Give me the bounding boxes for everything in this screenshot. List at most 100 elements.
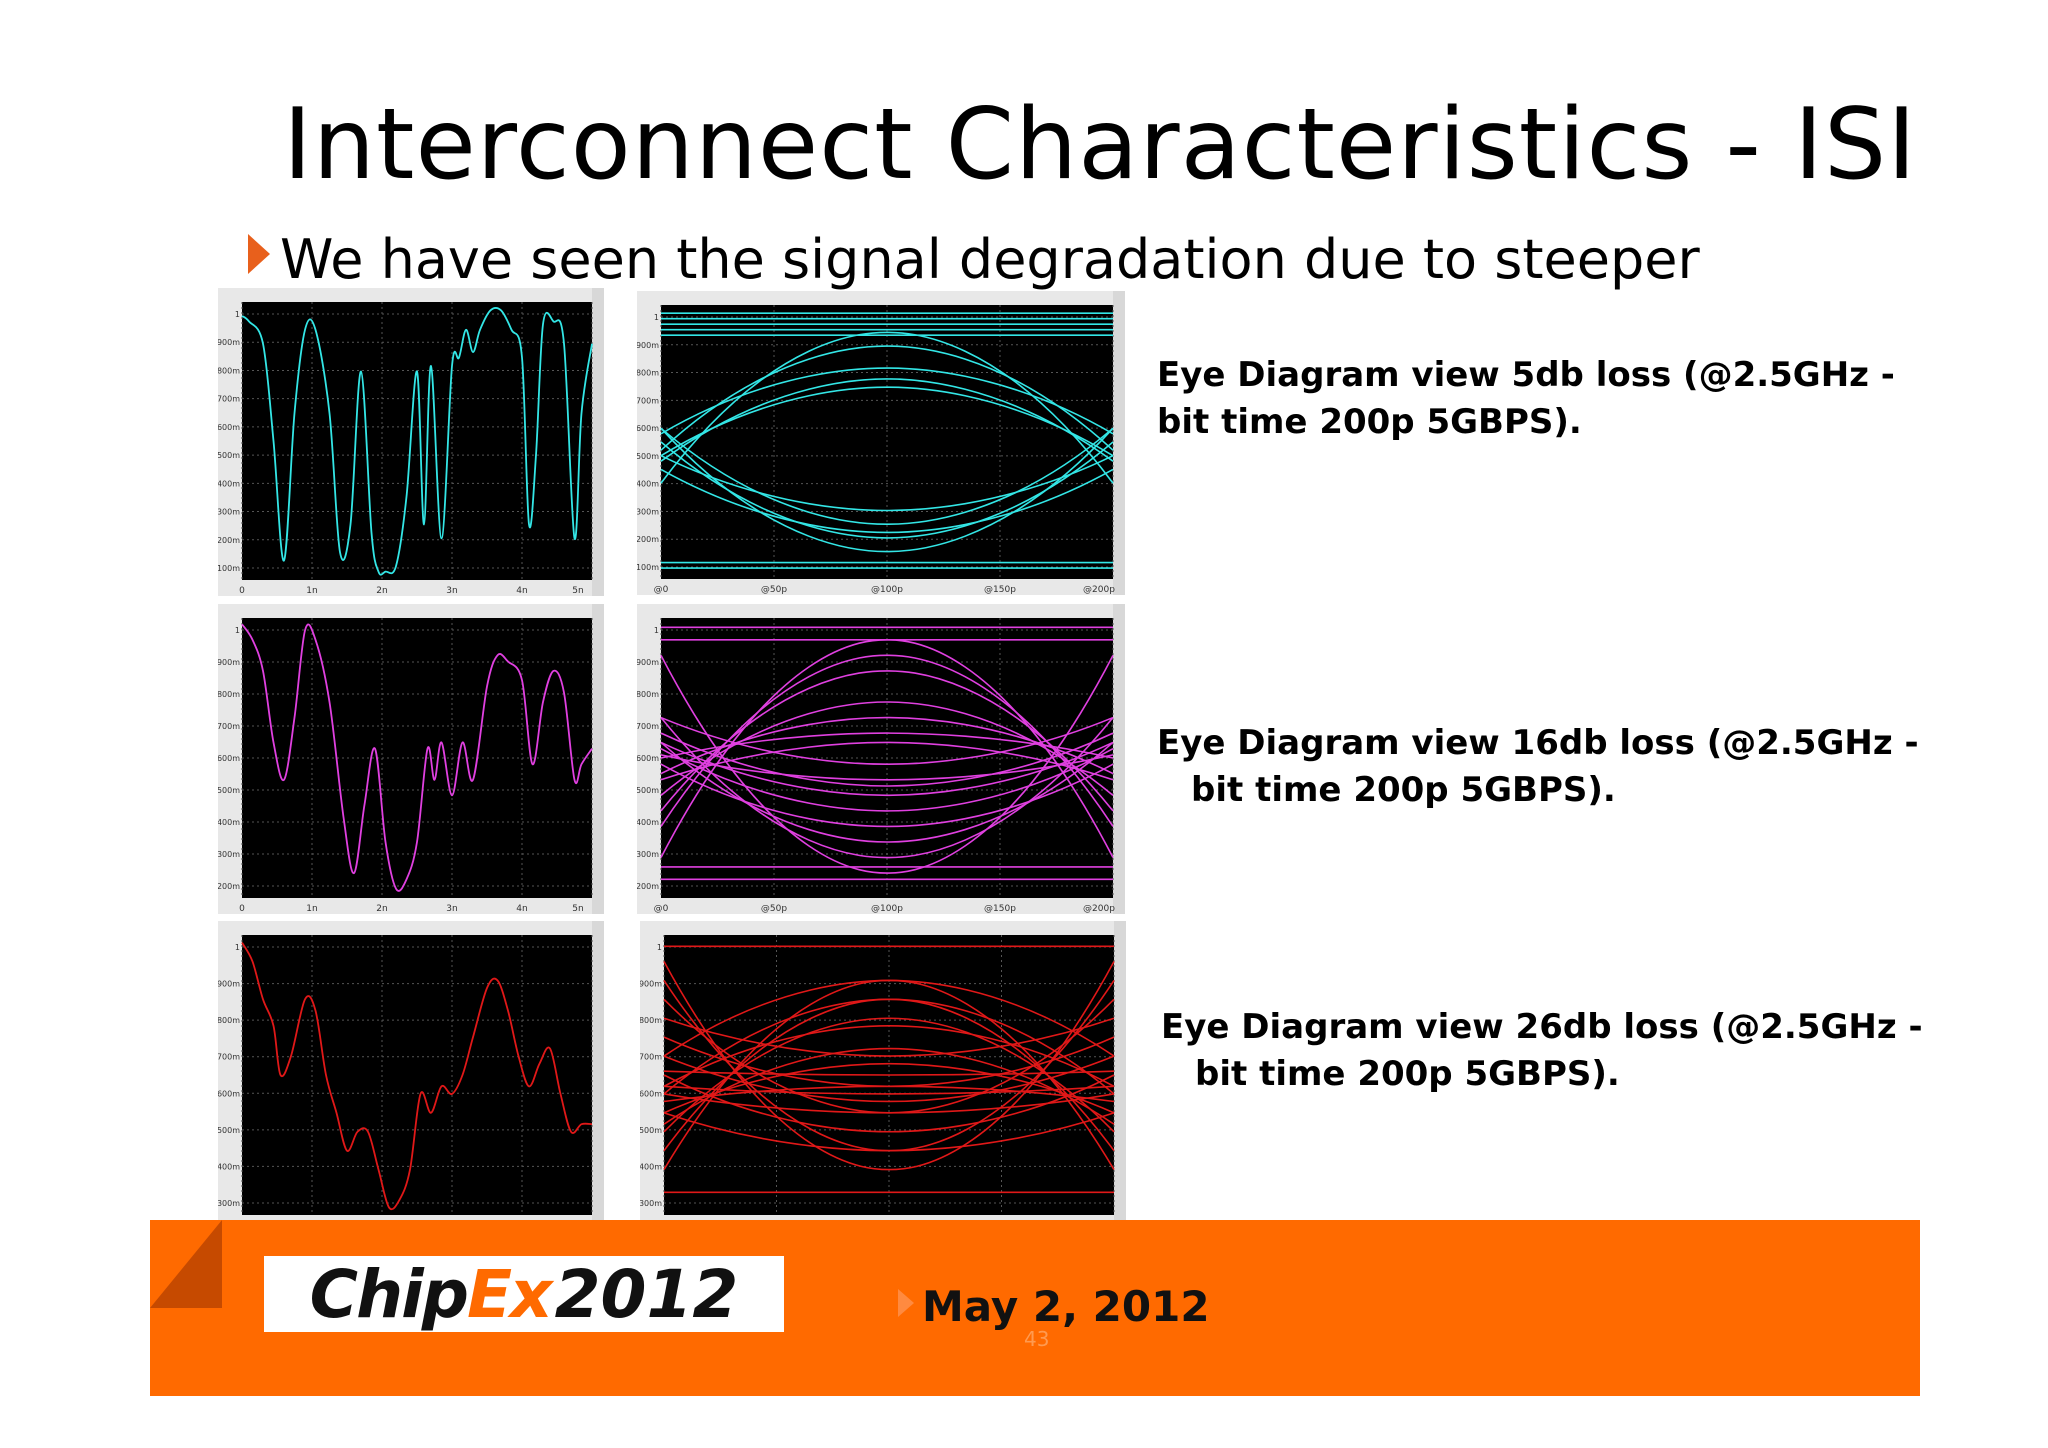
waveform-16db: 0 1n 2n 3n 4n 5n 1 900m 800m 700m 600m 500m 400m 300m… (218, 604, 604, 914)
chart4-eye-trace (660, 754, 1114, 781)
chart1-scroll-strip (592, 604, 604, 914)
chart2-ytick-label: 800m (218, 1016, 240, 1025)
caption-26db: Eye Diagram view 26db loss (@2.5GHz - bi… (1161, 1004, 1923, 1098)
footer-fold (150, 1220, 222, 1308)
chart5-left-strip (640, 921, 664, 1231)
chart2-ytick-label: 300m (218, 1199, 240, 1208)
chart1-xtick-label: 1n (306, 904, 317, 914)
chart5-eye-trace (663, 1074, 1115, 1133)
chart0-xtick-label: 1n (306, 586, 317, 596)
chart1-left-strip (218, 604, 242, 914)
chart0-ytick-label: 600m (218, 423, 240, 432)
chart5-eye-trace (663, 1062, 1115, 1114)
chart4-xtick-label: @150p (984, 904, 1016, 914)
chart2-ytick-label: 1 (235, 943, 240, 952)
chart5-ytick-label: 400m (640, 1162, 662, 1171)
chart3-bottom-strip (637, 579, 1125, 595)
chart2-left-strip (218, 921, 242, 1231)
chart2-ytick-label: 900m (218, 980, 240, 989)
chart1-top-strip (218, 604, 604, 618)
chart0-left-strip (218, 288, 242, 596)
chart0-ytick-label: 400m (218, 479, 240, 488)
chart1-xtick-label: 0 (239, 904, 245, 914)
chart2-ytick-label: 400m (218, 1162, 240, 1171)
chart5-ytick-label: 900m (640, 980, 662, 989)
chart3-ytick-label: 200m (637, 535, 659, 544)
waveform-5db: 0 1n 2n 3n 4n 5n 1 900m 800m 700m 600m 500m 400m 300m… (218, 288, 604, 596)
chart3-scroll-strip (1113, 291, 1125, 595)
chart1-series-line (241, 623, 593, 892)
chart5-eye-trace (663, 1025, 1115, 1088)
chart3-ytick-label: 500m (637, 452, 659, 461)
logo-chip-text: Chip (309, 1255, 469, 1333)
chart3-ytick-label: 900m (637, 341, 659, 350)
chart4-scroll-strip (1113, 604, 1125, 914)
chart4-eye-trace (660, 717, 1114, 859)
chart4-top-strip (637, 604, 1125, 618)
chart4-ytick-label: 300m (637, 850, 659, 859)
chart3-ytick-label: 700m (637, 396, 659, 405)
chart1-xtick-label: 5n (572, 904, 583, 914)
chart4-eye-trace (660, 763, 1114, 828)
eye-diagram-26db-plot: @0@50p@100p@150p@200p1900m800m700m600m50… (640, 921, 1126, 1231)
chart5-eye-trace (663, 1017, 1115, 1133)
logo-year-text: 2012 (554, 1255, 739, 1333)
chart0-top-strip (218, 288, 604, 302)
chart3-ytick-label: 1 (654, 313, 659, 322)
chart0-ytick-label: 200m (218, 536, 240, 545)
eye-diagram-16db-plot: @0 @50p @100p @150p @200p 1 900m 800m 700m 600m 50… (637, 604, 1125, 914)
chart1-ytick-label: 800m (218, 690, 240, 699)
chart2-top-strip (218, 921, 604, 935)
caption-26db-line2: bit time 200p 5GBPS). (1195, 1054, 1620, 1094)
waveform-16db-plot: 0 1n 2n 3n 4n 5n 1 900m 800m 700m 600m 500m 400m 300m… (218, 604, 604, 914)
caption-26db-line1: Eye Diagram view 26db loss (@2.5GHz - (1161, 1007, 1923, 1047)
chart1-bottom-strip (218, 898, 604, 914)
waveform-5db-plot: 0 1n 2n 3n 4n 5n 1 900m 800m 700m 600m 500m 400m 300m… (218, 288, 604, 596)
chart4-xtick-label: @0 (654, 904, 669, 914)
chart5-eye-trace (663, 998, 1115, 1095)
chart4-ytick-label: 700m (637, 722, 659, 731)
chart1-ytick-label: 700m (218, 722, 240, 731)
chart4-ytick-label: 200m (637, 882, 659, 891)
chart1-xtick-label: 3n (446, 904, 457, 914)
chart4-ytick-label: 900m (637, 658, 659, 667)
chart3-xtick-label: @0 (654, 585, 669, 595)
slide-title: Interconnect Characteristics - ISI (283, 88, 1918, 202)
chart0-ytick-label: 900m (218, 338, 240, 347)
chart5-ytick-label: 800m (640, 1016, 662, 1025)
caption-5db: Eye Diagram view 5db loss (@2.5GHz - bit… (1157, 352, 1895, 446)
chart3-xtick-label: @50p (761, 585, 787, 595)
chart4-ytick-label: 1 (654, 626, 659, 635)
caption-16db-line1: Eye Diagram view 16db loss (@2.5GHz - (1157, 723, 1919, 763)
chart2-ytick-label: 500m (218, 1126, 240, 1135)
chart3-ytick-label: 800m (637, 369, 659, 378)
chart3-eye-trace (660, 331, 1114, 484)
chart3-eye-trace (660, 367, 1114, 435)
chart5-ytick-label: 700m (640, 1053, 662, 1062)
chart4-ytick-label: 600m (637, 754, 659, 763)
chart5-eye-trace (663, 979, 1115, 1057)
chart4-eye-trace (660, 638, 1114, 858)
date-arrow-icon (898, 1289, 914, 1317)
chart4-xtick-label: @100p (871, 904, 903, 914)
chart0-xtick-label: 0 (239, 586, 245, 596)
chart5-eye-trace (663, 1055, 1115, 1103)
chart3-top-strip (637, 291, 1125, 305)
chart4-left-strip (637, 604, 661, 914)
chart4-eye-trace (660, 654, 1114, 874)
page-number: 43 (1024, 1327, 1050, 1351)
chart5-top-strip (640, 921, 1126, 935)
chart3-ytick-label: 300m (637, 507, 659, 516)
chart3-eye-trace (660, 345, 1114, 451)
chart4-eye-trace (660, 747, 1114, 812)
chart4-eye-trace (660, 732, 1114, 759)
chart1-xtick-label: 2n (376, 904, 387, 914)
chart4-eye-trace (660, 741, 1114, 781)
chart1-ytick-label: 200m (218, 882, 240, 891)
chart3-ytick-label: 600m (637, 424, 659, 433)
chart2-scroll-strip (592, 921, 604, 1231)
chart3-eye-trace (660, 386, 1114, 457)
chart3-eye-trace (660, 378, 1114, 462)
chart5-ytick-label: 300m (640, 1199, 662, 1208)
